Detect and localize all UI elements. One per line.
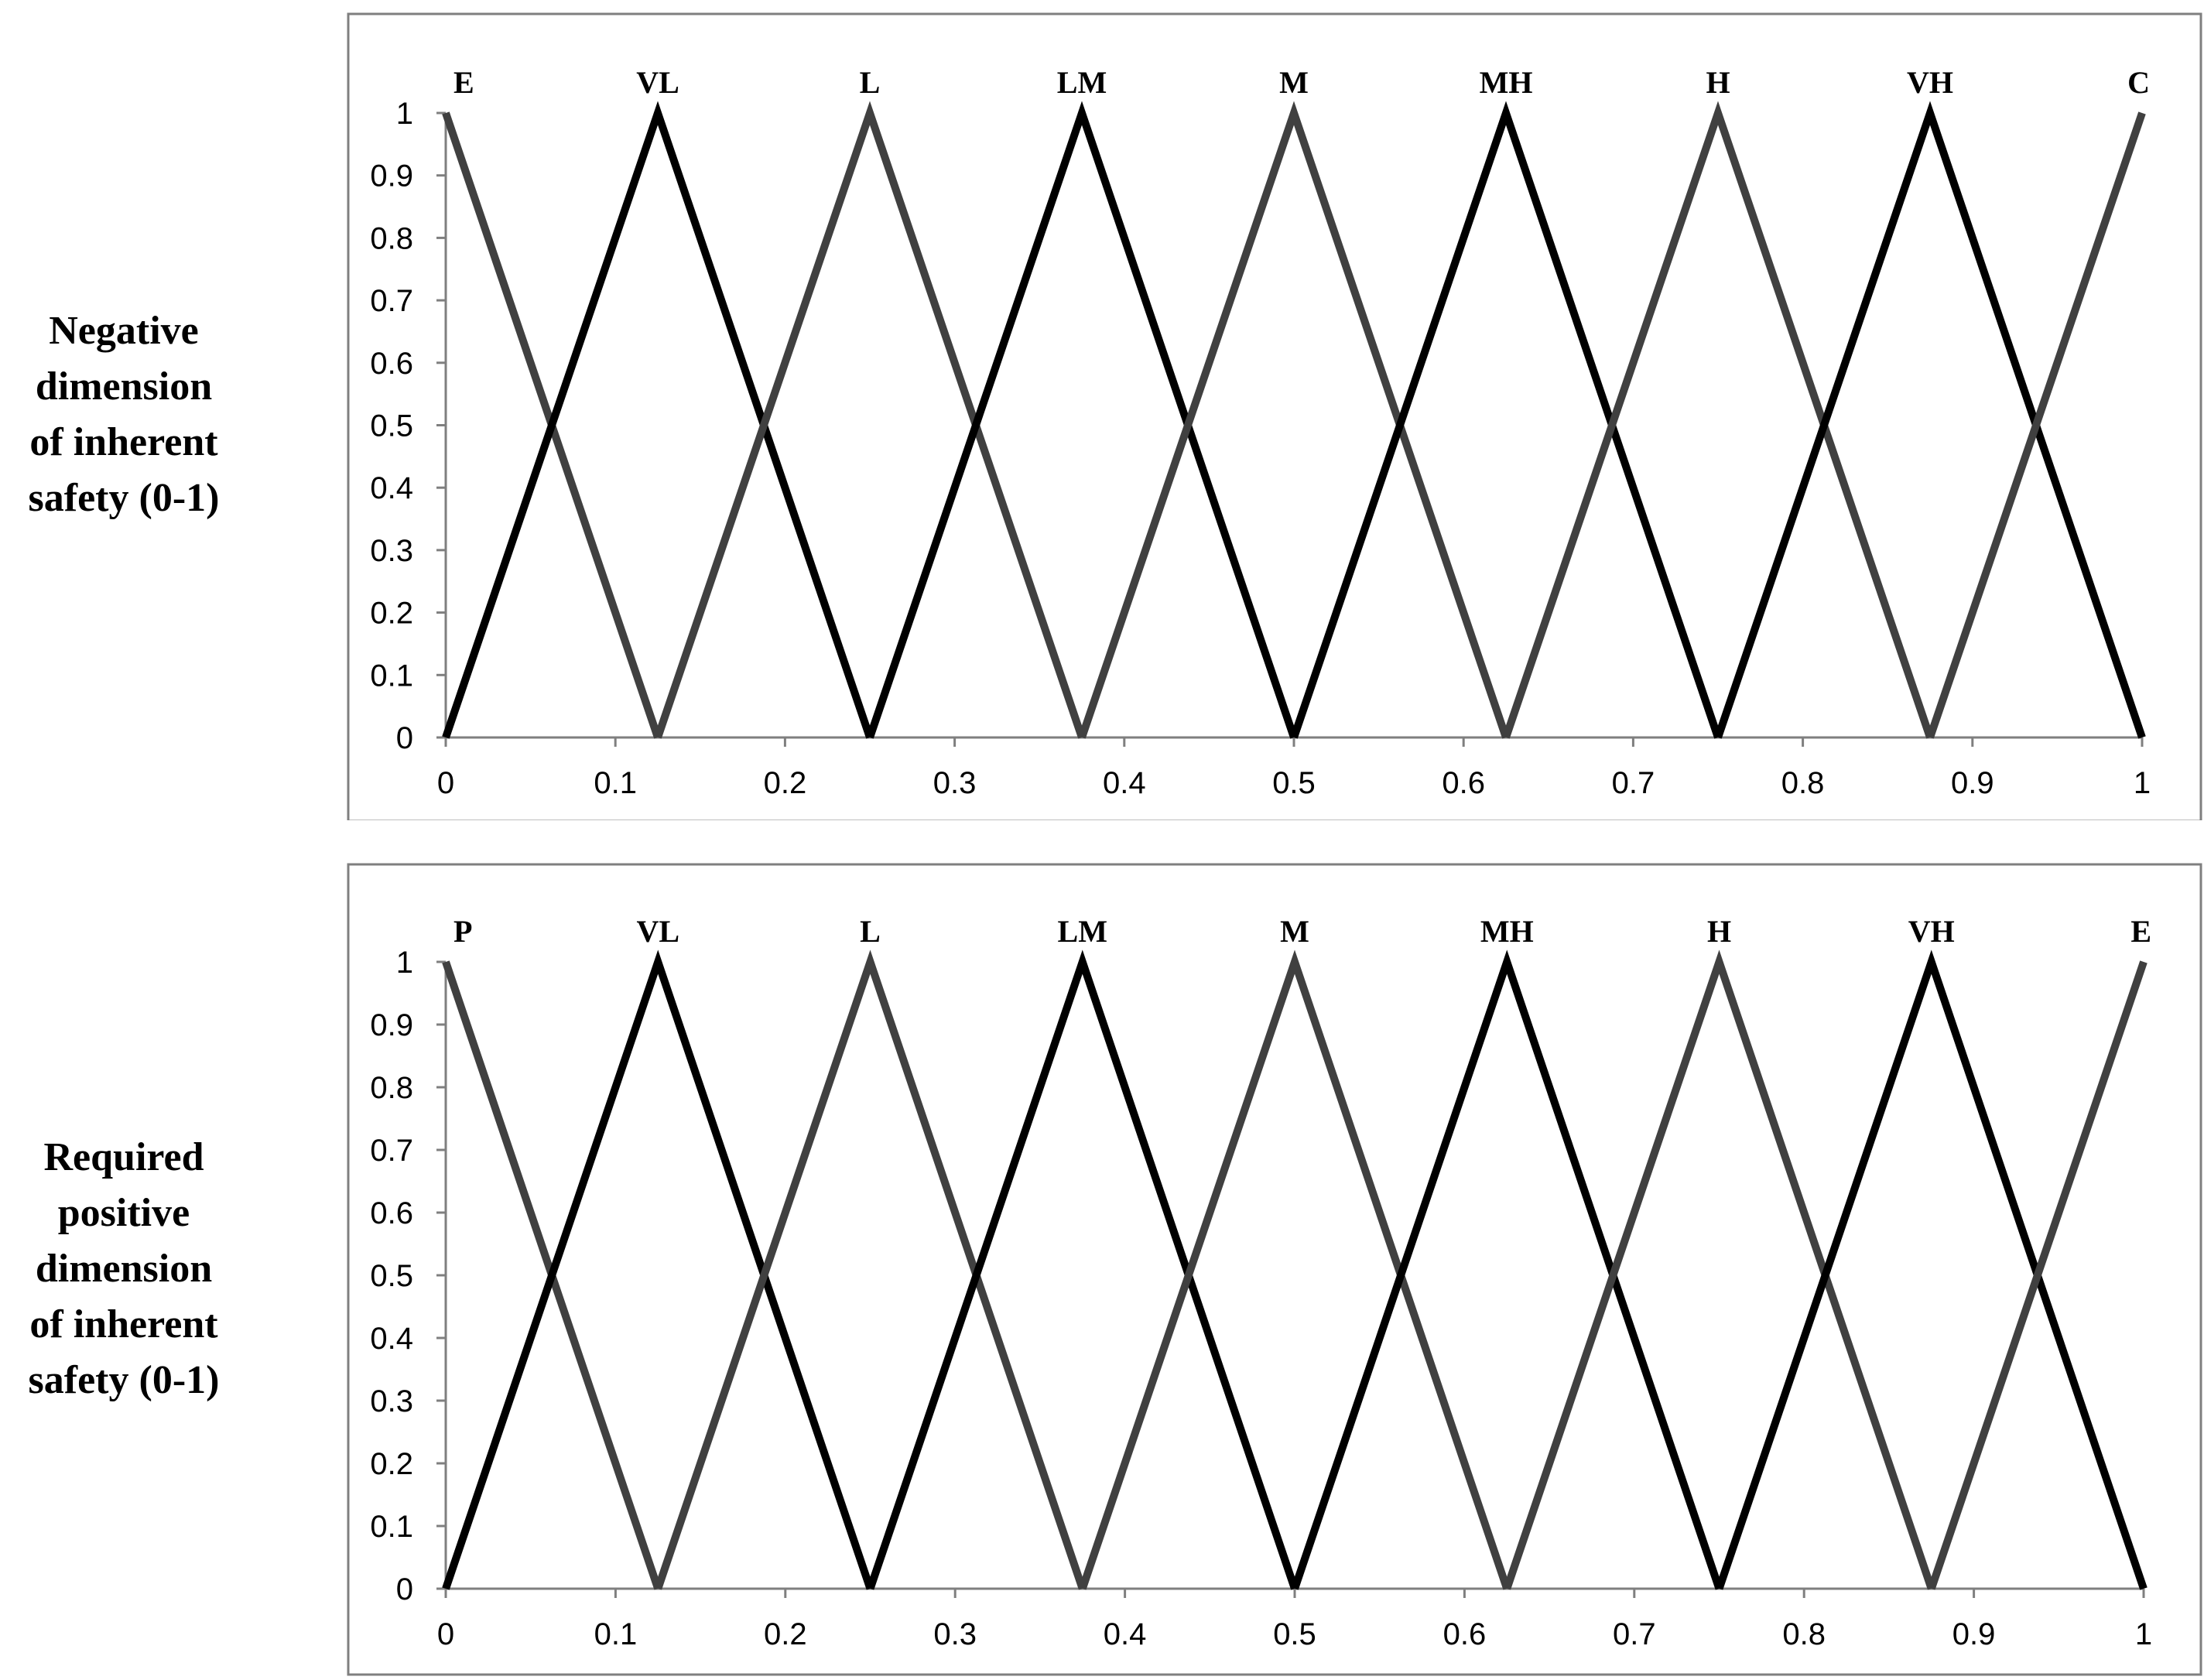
series-line-h (1502, 101, 1934, 739)
x-tick-label: 0.9 (1952, 1617, 1996, 1651)
series-line-h (1503, 949, 1935, 1590)
x-tick-label: 1 (2135, 1617, 2152, 1651)
chart-negative-dimension: 0 0.1 0.2 0.3 0.4 0.5 0.6 0.7 0.8 0.9 1 0 0.1 0.2 0.3 0… (347, 12, 2202, 820)
y-axis-label-line: dimension (35, 364, 213, 409)
term-label-lm: LM (1058, 914, 1107, 949)
y-tick-label: 0.9 (370, 159, 413, 193)
y-tick-label: 0.4 (370, 1322, 413, 1356)
y-tick-label: 0.7 (370, 1134, 413, 1168)
series-line-lm (866, 949, 1299, 1590)
chart-frame (347, 12, 2202, 820)
y-axis-label-line: Negative (49, 309, 199, 353)
term-label-l: L (860, 65, 881, 100)
y-axis-label-top: Negative dimension of inherent safety (0… (0, 303, 248, 526)
term-label-e: E (453, 65, 474, 100)
y-tick-label: 0 (396, 721, 413, 755)
x-tick-label: 0.7 (1612, 766, 1655, 800)
y-tick-label: 0.6 (370, 347, 413, 381)
y-tick-label: 0.3 (370, 1384, 413, 1418)
y-axis-label-line: of inherent (29, 1302, 218, 1346)
x-tick-label: 0.8 (1782, 1617, 1826, 1651)
chart-frame (347, 863, 2202, 1676)
term-label-vl: VL (636, 65, 679, 100)
series-line-vh (1715, 949, 2148, 1590)
x-tick-label: 0.1 (594, 766, 637, 800)
series-line-e (1928, 960, 2148, 1590)
y-tick-label: 0.9 (370, 1008, 413, 1042)
x-tick-label: 0.9 (1951, 766, 1994, 800)
term-label-vl: VL (636, 914, 679, 949)
term-label-vh: VH (1907, 65, 1953, 100)
y-tick-label: 0.7 (370, 284, 413, 318)
series-line-mh (1291, 949, 1723, 1590)
x-tick-label: 1 (2134, 766, 2151, 800)
series-line-vl (442, 101, 874, 739)
series-line-lm (866, 101, 1298, 739)
x-tick-label: 0 (437, 1617, 454, 1651)
y-tick-label: 0.5 (370, 409, 413, 443)
y-tick-label: 0.2 (370, 597, 413, 631)
x-tick-label: 0.8 (1781, 766, 1825, 800)
y-axis-label-line: safety (0-1) (28, 476, 220, 520)
x-tick-label: 0.5 (1272, 766, 1316, 800)
x-tick-label: 0.6 (1442, 766, 1485, 800)
series-line-vl (442, 949, 874, 1590)
y-tick-label: 0.5 (370, 1259, 413, 1293)
y-tick-label: 0.4 (370, 471, 413, 505)
y-axis-label-line: safety (0-1) (28, 1358, 220, 1402)
x-tick-label: 0.4 (1104, 1617, 1147, 1651)
y-axis-label-bottom: Required positive dimension of inherent … (0, 1130, 248, 1408)
y-tick-label: 0 (396, 1572, 413, 1606)
y-tick-label: 1 (396, 97, 413, 131)
y-tick-label: 1 (396, 946, 413, 980)
y-tick-label: 0.3 (370, 534, 413, 568)
series-line-mh (1290, 101, 1722, 739)
y-axis-label-line: of inherent (29, 420, 218, 464)
x-tick-label: 0.4 (1103, 766, 1146, 800)
x-tick-label: 0 (437, 766, 454, 800)
y-tick-label: 0.1 (370, 1510, 413, 1544)
x-tick-label: 0.5 (1273, 1617, 1316, 1651)
y-axis-label-line: positive (57, 1191, 190, 1235)
x-tick-label: 0.2 (764, 766, 807, 800)
x-tick-label: 0.1 (594, 1617, 638, 1651)
term-label-lm: LM (1057, 65, 1107, 100)
term-label-h: H (1706, 65, 1730, 100)
series-line-m (1078, 101, 1510, 739)
series-line-vh (1714, 101, 2146, 739)
term-label-m: M (1279, 65, 1309, 100)
x-tick-label: 0.6 (1443, 1617, 1487, 1651)
series-line-m (1079, 949, 1511, 1590)
y-axis-label-line: Required (43, 1135, 204, 1179)
y-tick-label: 0.8 (370, 1071, 413, 1105)
term-label-vh: VH (1908, 914, 1955, 949)
term-label-c: C (2127, 65, 2150, 100)
term-label-mh: MH (1480, 914, 1534, 949)
y-tick-label: 0.8 (370, 221, 413, 255)
y-tick-label: 0.6 (370, 1196, 413, 1230)
y-tick-label: 0.1 (370, 659, 413, 693)
term-label-h: H (1707, 914, 1731, 949)
x-tick-label: 0.7 (1613, 1617, 1656, 1651)
y-tick-label: 0.2 (370, 1447, 413, 1481)
term-label-e: E (2130, 914, 2151, 949)
term-label-m: M (1280, 914, 1309, 949)
x-tick-label: 0.2 (764, 1617, 807, 1651)
term-label-p: P (453, 914, 472, 949)
x-tick-label: 0.3 (933, 766, 977, 800)
y-axis-label-line: dimension (35, 1247, 213, 1291)
series-line-l (654, 101, 1086, 739)
chart-required-positive-dimension: 0 0.1 0.2 0.3 0.4 0.5 0.6 0.7 0.8 0.9 1 0 0.1 0.2 0.3 0… (347, 863, 2202, 1676)
series-line-l (654, 949, 1087, 1590)
x-tick-label: 0.3 (933, 1617, 977, 1651)
series-line-c (1926, 111, 2146, 739)
term-label-mh: MH (1480, 65, 1533, 100)
term-label-l: L (860, 914, 881, 949)
